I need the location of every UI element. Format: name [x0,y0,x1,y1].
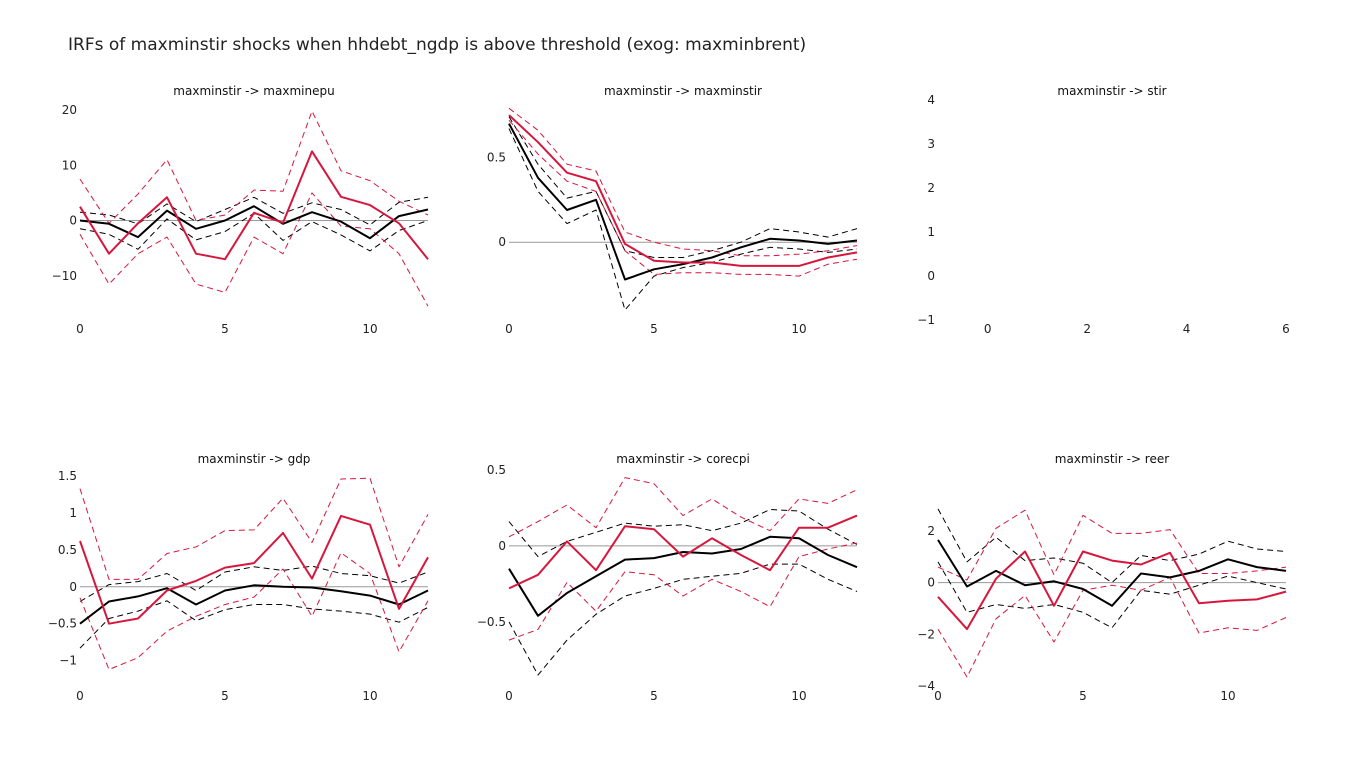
panel-title: maxminstir -> reer [1055,452,1169,466]
series-black-upper [508,116,858,258]
series-black-mean [79,205,429,240]
y-tick-label: −1 [59,654,77,668]
series-red-upper [937,509,1287,581]
y-tick-label: 20 [62,103,77,117]
y-tick-label: 2 [927,524,935,538]
series-red-lower [937,576,1287,678]
x-tick-label: 10 [791,322,806,336]
series-red-upper [79,110,429,224]
series-red-mean [79,514,429,625]
y-tick-label: 0.5 [487,463,506,477]
panel-title: maxminstir -> gdp [198,452,311,466]
series-red-upper [508,107,858,257]
series-black-lower [937,561,1287,629]
x-tick-label: 10 [1220,689,1235,703]
x-tick-label: 0 [505,322,513,336]
panel-4: maxminstir -> gdp −1 −0.5 0 0.5 1 1.5 0 5 10 [48,452,429,703]
series-black-lower [508,128,858,311]
x-tick-label: 6 [1282,322,1290,336]
figure-title: IRFs of maxminstir shocks when hhdebt_ng… [68,35,806,55]
series-red-lower [508,542,858,641]
y-tick-label: −1 [917,313,935,327]
y-tick-label: 0 [69,580,77,594]
y-tick-label: 0 [927,269,935,283]
panel-6: maxminstir -> reer −4 −2 0 2 0 5 10 [917,452,1287,703]
y-tick-label: 2 [927,181,935,195]
series-black-mean [508,535,858,617]
x-tick-label: 10 [362,322,377,336]
x-tick-label: 0 [76,322,84,336]
x-tick-label: 5 [650,689,658,703]
series-red-lower [79,552,429,670]
series-black-upper [937,508,1287,584]
series-black-lower [79,212,429,252]
x-tick-label: 5 [221,322,229,336]
x-tick-label: 10 [791,689,806,703]
series-black-lower [508,563,858,676]
series-black-mean [937,539,1287,607]
y-tick-label: 10 [62,158,77,172]
y-tick-label: 1 [927,225,935,239]
y-tick-label: 0.5 [487,150,506,164]
y-tick-label: −0.5 [48,617,77,631]
panel-5: maxminstir -> corecpi −0.5 0 0.5 0 5 10 [477,452,858,703]
y-tick-label: 3 [927,137,935,151]
series-red-upper [508,477,858,538]
series-black-upper [79,196,429,226]
y-tick-label: −0.5 [477,615,506,629]
series-black-mean [508,123,858,281]
series-red-mean [508,514,858,590]
x-tick-label: 5 [650,322,658,336]
y-tick-label: 1 [69,506,77,520]
series-red-mean [79,150,429,261]
panel-title: maxminstir -> maxminstir [604,84,762,98]
y-tick-label: 4 [927,93,935,107]
x-tick-label: 0 [984,322,992,336]
panel-title: maxminstir -> stir [1057,84,1166,98]
x-tick-label: 4 [1183,322,1191,336]
y-tick-label: 0 [927,576,935,590]
y-tick-label: 0.5 [58,543,77,557]
panel-1: maxminstir -> maxminepu −10 0 10 20 0 5 10 [52,84,429,336]
series-black-mean [79,584,429,625]
y-tick-label: 0 [498,235,506,249]
x-tick-label: 0 [505,689,513,703]
x-tick-label: 10 [362,689,377,703]
y-tick-label: 0 [69,214,77,228]
series-red-mean [937,550,1287,631]
panel-3: maxminstir -> stir −1 0 1 2 3 4 0 2 4 6 [917,84,1290,336]
series-red-mean [508,114,858,267]
panel-title: maxminstir -> maxminepu [173,84,334,98]
x-tick-label: 5 [221,689,229,703]
y-tick-label: 1.5 [58,469,77,483]
series-red-upper [79,477,429,580]
x-tick-label: 0 [76,689,84,703]
series-black-lower [79,600,429,649]
panel-2: maxminstir -> maxminstir 0 0.5 0 5 10 [487,84,858,336]
y-tick-label: −2 [917,627,935,641]
series-red-lower [508,119,858,277]
x-tick-label: 5 [1079,689,1087,703]
x-tick-label: 2 [1083,322,1091,336]
y-tick-label: 0 [498,539,506,553]
y-tick-label: −10 [52,269,77,283]
panel-title: maxminstir -> corecpi [616,452,750,466]
series-red-lower [79,192,429,307]
x-tick-label: 0 [934,689,942,703]
y-tick-label: −4 [917,679,935,693]
series-black-upper [79,565,429,602]
